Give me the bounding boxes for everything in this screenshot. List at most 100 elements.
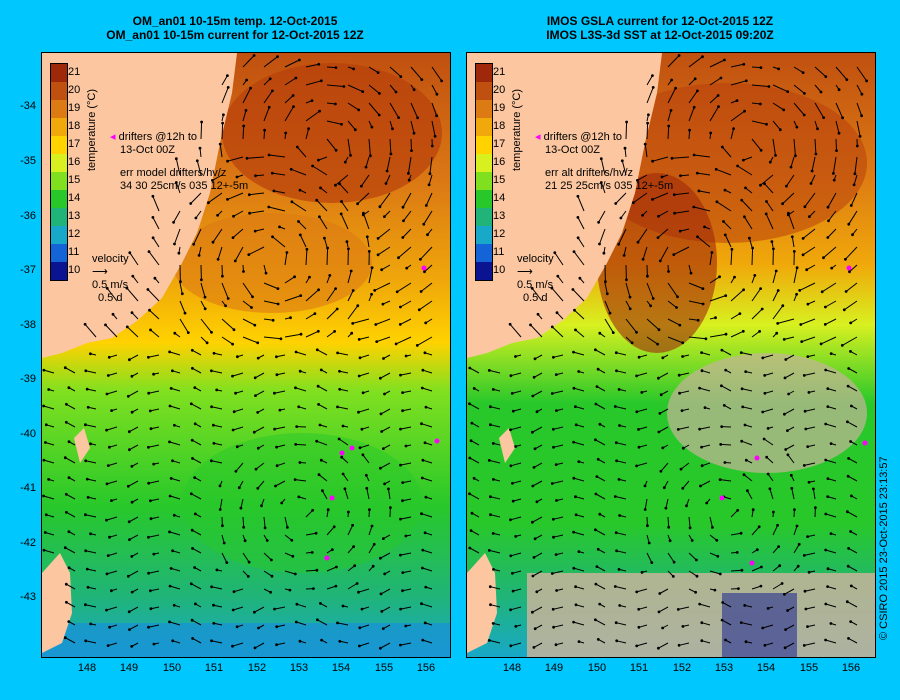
velocity-arrow [793,138,796,156]
velocity-arrow-head [551,517,555,521]
velocity-arrow [667,318,681,326]
velocity-arrow [644,144,648,158]
velocity-arrow [284,333,302,338]
velocity-arrow-head [720,384,723,388]
velocity-arrow [402,588,412,592]
colorbar-tick-label: 15 [68,174,81,186]
velocity-arrow [688,318,699,321]
velocity-arrow-head [851,233,854,237]
velocity-arrow-head [730,247,734,251]
velocity-arrow-head [509,644,513,648]
velocity-arrow-head [696,235,699,239]
velocity-arrow-head [130,645,134,648]
velocity-arrow-head [613,585,617,588]
velocity-arrow-head [649,304,652,308]
velocity-arrow [200,318,212,333]
velocity-arrow [291,201,307,212]
velocity-arrow [784,588,795,595]
velocity-arrow-head [807,480,811,484]
velocity-arrow [360,174,370,187]
velocity-arrow-head [608,311,612,315]
right-map: 21 20 19 18 17 16 15 14 13 12 11 10 temperature (°C… [466,52,876,658]
velocity-arrow [751,526,760,536]
velocity-arrow [326,138,337,151]
island [499,428,515,463]
velocity-arrow-head [421,458,425,462]
velocity-arrow [674,192,690,196]
velocity-arrow [847,385,858,392]
velocity-arrow-head [428,172,432,176]
velocity-arrow-head [401,481,405,484]
velocity-arrow-head [701,302,705,306]
velocity-arrow [772,270,777,284]
velocity-arrow-head [186,331,190,334]
velocity-arrow [616,442,627,446]
velocity-arrow [257,480,265,489]
velocity-arrow-head [147,625,150,629]
colorbar-segment [51,172,67,190]
cold-patch [722,593,797,657]
velocity-arrow-head [128,358,131,362]
lat-label: -34 [20,100,36,112]
velocity-arrow-head [768,487,772,491]
colorbar-segment [51,100,67,118]
velocity-arrow-head [272,189,276,193]
velocity-arrow [659,408,669,414]
velocity-arrow-head [384,182,388,185]
err-line2: 21 25 25cm/s 035 12+-5m [545,180,674,192]
velocity-arrow [730,80,747,86]
velocity-arrow-head [67,566,71,570]
velocity-arrow-head [315,439,319,443]
velocity-arrow [804,642,816,646]
velocity-arrow-head [233,259,237,263]
velocity-arrow-head [424,321,428,325]
velocity-arrow [169,531,181,536]
velocity-arrow-head [231,644,234,648]
velocity-arrow [305,330,319,338]
velocity-arrow-head [509,608,512,612]
velocity-arrow-head [105,482,109,486]
velocity-arrow-head [576,236,580,240]
velocity-arrow [85,550,97,554]
velocity-arrow-head [826,585,829,588]
velocity-arrow [233,588,244,593]
lon-label: 149 [544,662,564,674]
velocity-arrow [43,405,55,410]
velocity-arrow-head [108,535,111,539]
velocity-arrow-head [254,394,257,397]
velocity-arrow-head [761,410,765,414]
velocity-arrow [128,606,139,613]
velocity-arrow-head [487,639,491,642]
velocity-arrow [814,102,825,118]
velocity-arrow-head [210,330,213,334]
velocity-arrow-head [313,312,317,315]
velocity-arrow-head [231,342,235,346]
velocity-arrow-head [64,420,68,424]
velocity-arrow-head [661,626,664,630]
velocity-arrow [575,329,585,338]
velocity-arrow-head [193,386,197,389]
velocity-arrow [751,330,760,338]
velocity-arrow-head [597,220,600,224]
velocity-arrow [678,426,690,430]
velocity-arrow-head [716,94,720,97]
velocity-arrow-head [110,409,113,412]
velocity-arrow-head [829,442,833,445]
velocity-arrow [825,300,837,308]
colorbar-segment [476,100,492,118]
velocity-arrow [365,156,370,168]
velocity-arrow [772,546,779,554]
velocity-arrow [305,509,314,518]
velocity-arrow-head [743,109,746,113]
velocity-arrow [625,282,631,298]
velocity-arrow-head [308,275,311,279]
velocity-arrow-head [550,392,554,395]
velocity-arrow-head [358,626,362,630]
velocity-arrow [660,462,669,472]
colorbar-segment [51,190,67,208]
velocity-arrow [347,546,354,554]
velocity-arrow-head [776,322,780,325]
velocity-arrow-head [89,622,93,626]
velocity-arrow [720,443,732,446]
velocity-arrow-head [556,274,560,278]
